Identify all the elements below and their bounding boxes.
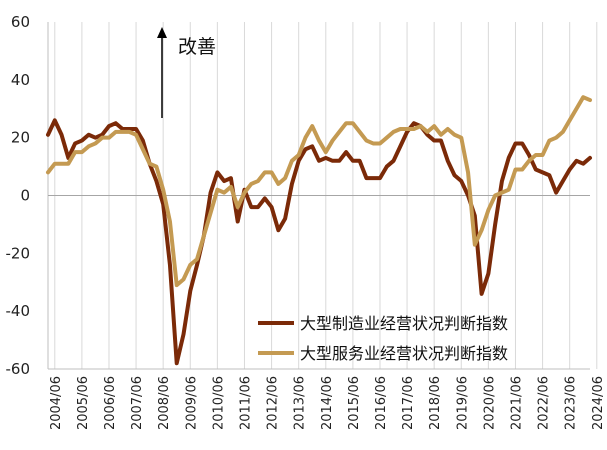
x-tick-label: 2006/06 [103, 376, 118, 430]
x-tick-label: 2007/06 [130, 376, 145, 430]
x-tick-label: 2016/06 [374, 376, 389, 430]
x-tick-label: 2010/06 [211, 376, 226, 430]
x-tick-label: 2021/06 [509, 376, 524, 430]
y-tick-label: -20 [6, 244, 31, 262]
legend-label: 大型制造业经营状况判断指数 [300, 314, 508, 333]
x-tick-label: 2013/06 [293, 376, 308, 430]
x-tick-label: 2005/06 [76, 376, 91, 430]
arrow-up-icon [157, 27, 167, 38]
x-tick-label: 2017/06 [401, 376, 416, 430]
y-tick-label: -40 [6, 302, 31, 320]
axes: -60 -40 -20 0 20 40 60 2004/06 2005/06 2006/06 200… [6, 13, 606, 430]
x-tick-label: 2019/06 [455, 376, 470, 430]
series-lines [46, 95, 592, 366]
x-tick-label: 2008/06 [157, 376, 172, 430]
x-tick-label: 2024/06 [591, 376, 606, 430]
series-line-2 [46, 95, 592, 288]
x-tick-label: 2022/06 [537, 376, 552, 430]
x-tick-label: 2015/06 [347, 376, 362, 430]
x-tick-label: 2023/06 [564, 376, 579, 430]
x-tick-label: 2018/06 [428, 376, 443, 430]
x-tick-label: 2009/06 [184, 376, 199, 430]
x-tick-label: 2014/06 [320, 376, 335, 430]
x-tick-label: 2012/06 [266, 376, 281, 430]
x-tick-label: 2020/06 [482, 376, 497, 430]
legend-label: 大型服务业经营状况判断指数 [300, 344, 508, 363]
improvement-annotation: 改善 [157, 27, 216, 118]
y-tick-label: 20 [11, 129, 30, 147]
x-tick-label: 2004/06 [49, 376, 64, 430]
y-tick-label: 40 [11, 71, 30, 89]
x-tick-label: 2011/06 [238, 376, 253, 430]
annotation-label: 改善 [178, 36, 216, 58]
y-tick-label: 60 [11, 13, 30, 31]
y-tick-label: 0 [20, 187, 30, 205]
y-tick-label: -60 [6, 360, 31, 378]
